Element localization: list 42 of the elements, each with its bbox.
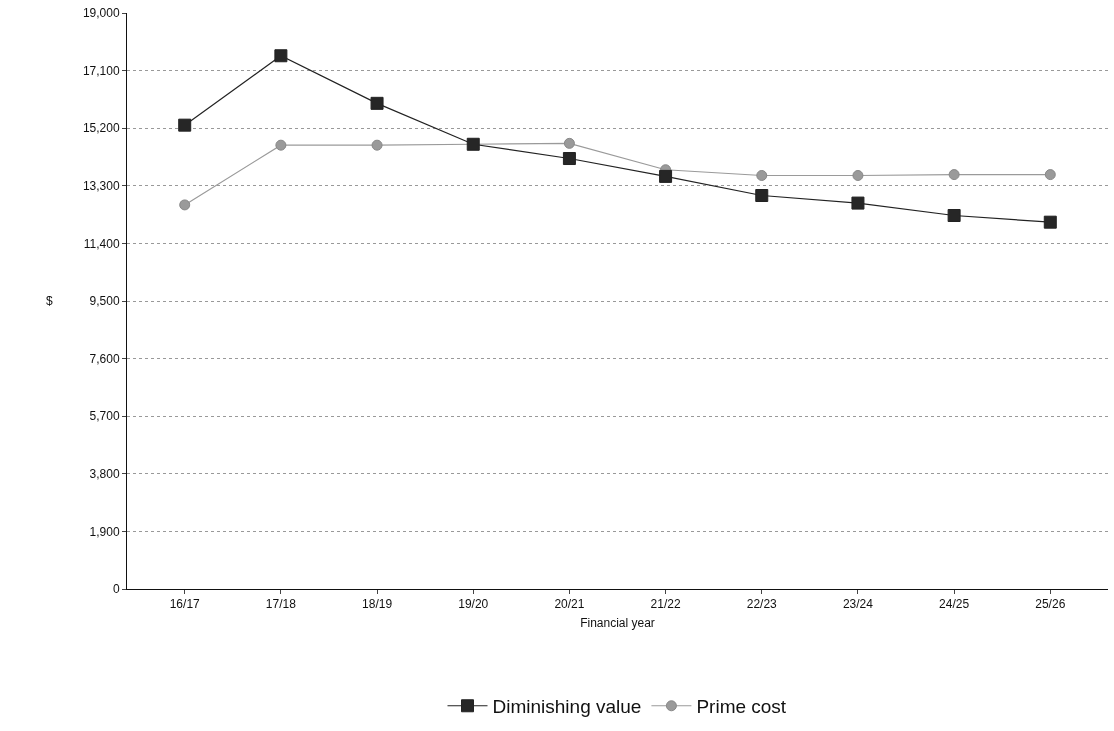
point <box>370 96 384 110</box>
x-tick-label: 23/24 <box>842 597 874 612</box>
point <box>1044 169 1056 181</box>
y-tick-label: 15,200 <box>82 121 120 136</box>
legend-label: Prime cost <box>696 696 787 718</box>
x-tick-label: 17/18 <box>265 597 297 612</box>
y-tick-label: 1,900 <box>89 524 120 539</box>
point <box>179 199 191 211</box>
x-tick-label: 19/20 <box>458 597 489 612</box>
y-axis-title: $ <box>46 294 53 308</box>
point <box>851 196 865 210</box>
legend-label: Diminishing value <box>492 696 642 718</box>
x-tick-label: 18/19 <box>362 597 393 612</box>
point <box>1043 215 1057 229</box>
point <box>563 137 575 149</box>
y-tick-label: 0 <box>112 582 120 597</box>
point <box>755 189 769 202</box>
x-axis-title: Financial year <box>580 616 655 631</box>
point <box>852 169 864 181</box>
x-tick-label: 16/17 <box>169 597 201 612</box>
y-tick-label: 7,600 <box>89 351 120 366</box>
y-tick-label: 13,300 <box>82 179 120 193</box>
point <box>274 49 288 63</box>
y-tick-label: 3,800 <box>89 467 120 481</box>
point <box>562 152 576 166</box>
point <box>756 169 768 181</box>
x-tick-label: 20/21 <box>554 597 585 612</box>
y-tick-label: 9,500 <box>89 294 120 309</box>
point <box>275 139 287 151</box>
point <box>659 169 673 183</box>
x-tick-label: 25/26 <box>1035 597 1066 612</box>
y-tick-label: 11,400 <box>83 236 120 251</box>
y-tick-label: 17,100 <box>82 63 120 78</box>
point <box>948 169 960 181</box>
y-tick-label: 19,000 <box>82 6 120 21</box>
y-tick-label: 5,700 <box>89 409 120 424</box>
x-tick-label: 22/23 <box>746 597 778 612</box>
point <box>371 139 383 151</box>
x-tick-label: 24/25 <box>939 597 970 612</box>
point <box>178 118 192 132</box>
x-tick-label: 21/22 <box>650 597 681 612</box>
point <box>947 209 961 223</box>
